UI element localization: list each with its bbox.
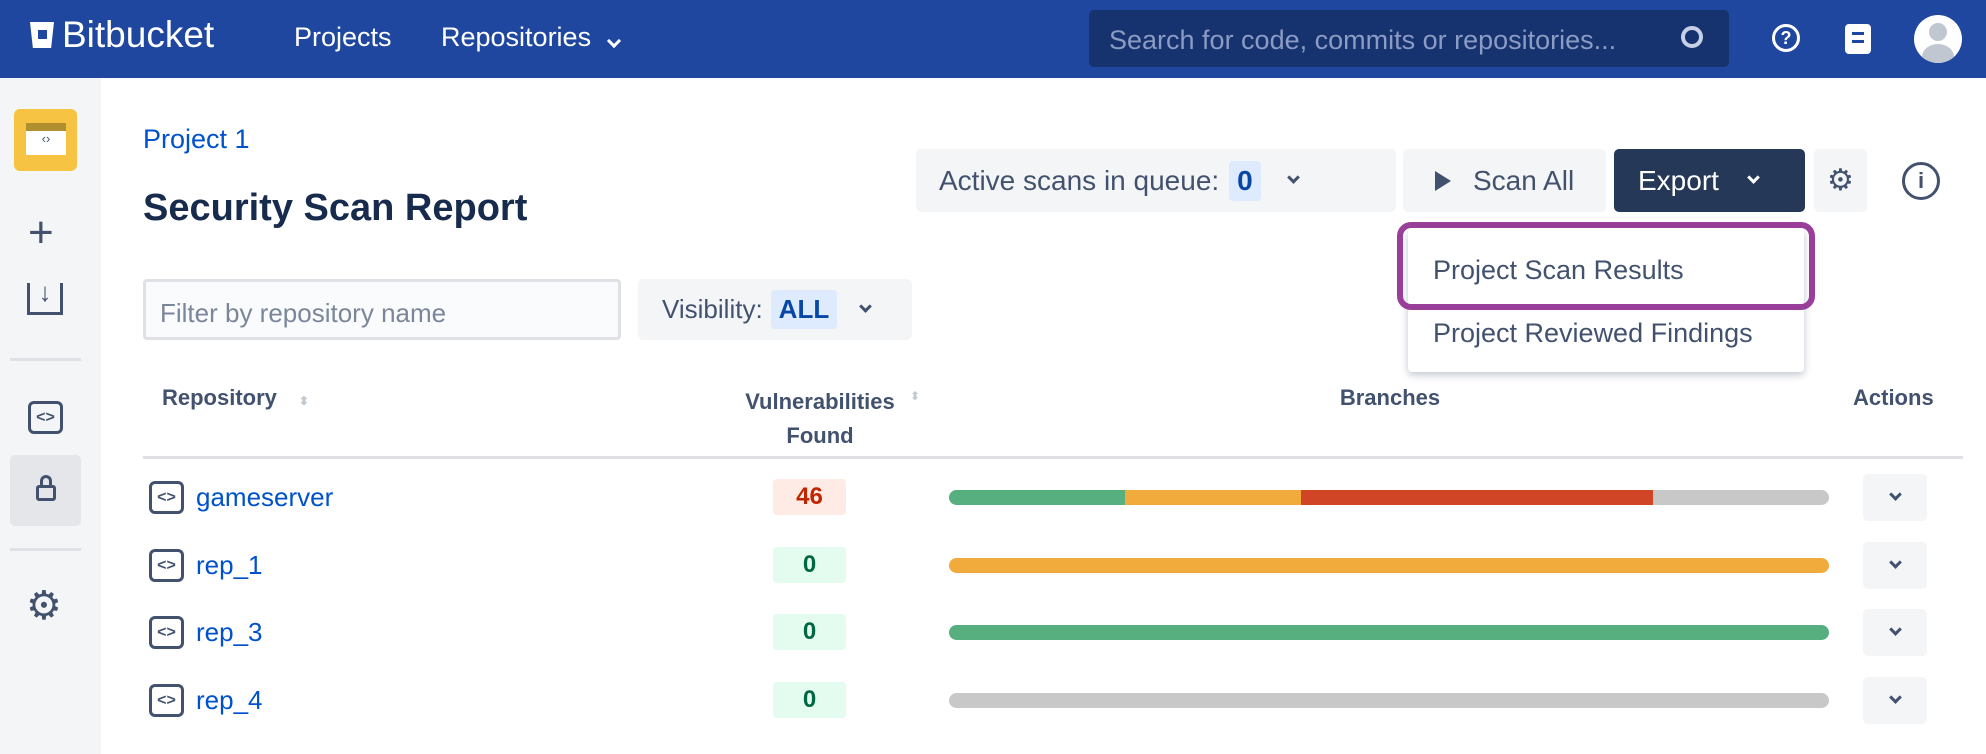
chevron-down-icon xyxy=(1888,488,1902,501)
code-icon[interactable]: <> xyxy=(28,401,63,434)
chevron-down-icon xyxy=(1747,171,1760,184)
visibility-value: ALL xyxy=(770,290,838,329)
branches-bar xyxy=(949,558,1829,573)
menu-item-project-scan-results[interactable]: Project Scan Results xyxy=(1433,255,1684,285)
download-icon[interactable]: ↓ xyxy=(27,279,63,315)
sidebar-divider xyxy=(10,358,81,361)
search-icon[interactable] xyxy=(1681,26,1703,48)
chevron-down-icon xyxy=(1888,691,1902,704)
branch-status-segment xyxy=(949,625,1829,640)
play-icon xyxy=(1435,170,1451,191)
chevron-down-icon xyxy=(606,33,621,49)
notes-icon[interactable] xyxy=(1845,24,1871,54)
user-avatar[interactable] xyxy=(1914,15,1962,63)
row-actions-button[interactable] xyxy=(1863,677,1927,724)
branch-status-segment xyxy=(1653,490,1829,505)
repository-filter-input[interactable]: Filter by repository name xyxy=(143,279,621,340)
gear-icon: ⚙ xyxy=(1827,164,1854,197)
table-header-divider xyxy=(143,456,1963,459)
settings-gear-icon[interactable]: ⚙ xyxy=(26,584,62,628)
visibility-dropdown[interactable]: Visibility: ALL xyxy=(638,279,912,340)
vuln-header-line2: Found xyxy=(786,423,854,448)
branches-bar xyxy=(949,625,1829,640)
page-title: Security Scan Report xyxy=(143,187,528,229)
export-label: Export xyxy=(1638,164,1719,196)
filter-placeholder: Filter by repository name xyxy=(160,298,447,328)
create-plus-icon[interactable]: + xyxy=(28,208,54,257)
vuln-header-line1: Vulnerabilities xyxy=(745,389,895,414)
export-dropdown-menu: Project Scan Results Project Reviewed Fi… xyxy=(1408,228,1804,372)
nav-projects[interactable]: Projects xyxy=(294,22,392,52)
project-avatar-icon[interactable]: ‹› xyxy=(14,109,77,171)
nav-repositories[interactable]: Repositories xyxy=(441,22,621,53)
repository-header-label: Repository xyxy=(162,385,277,410)
vulnerability-count-badge: 0 xyxy=(773,547,846,583)
visibility-label: Visibility: xyxy=(662,294,763,324)
repository-icon: <> xyxy=(149,684,184,717)
repository-link[interactable]: rep_1 xyxy=(196,550,263,580)
sidebar-divider xyxy=(10,548,81,551)
active-scans-dropdown[interactable]: Active scans in queue: 0 xyxy=(916,149,1396,212)
menu-item-project-reviewed-findings[interactable]: Project Reviewed Findings xyxy=(1433,318,1753,348)
chevron-down-icon xyxy=(1888,556,1902,569)
help-icon[interactable]: ? xyxy=(1772,24,1800,52)
bitbucket-logo-icon[interactable] xyxy=(30,22,54,48)
column-header-actions: Actions xyxy=(1853,385,1934,410)
branch-status-segment xyxy=(949,693,1829,708)
column-header-repository[interactable]: Repository ⬍ xyxy=(162,385,309,411)
brand-name[interactable]: Bitbucket xyxy=(62,14,215,55)
scan-all-label: Scan All xyxy=(1473,164,1575,196)
vulnerability-count-badge: 46 xyxy=(773,479,846,515)
column-header-branches: Branches xyxy=(1339,385,1441,410)
branches-bar xyxy=(949,490,1829,505)
search-input[interactable]: Search for code, commits or repositories… xyxy=(1089,10,1729,67)
row-actions-button[interactable] xyxy=(1863,474,1927,521)
top-navigation: Bitbucket Projects Repositories Search f… xyxy=(0,0,1986,78)
vulnerability-count-badge: 0 xyxy=(773,682,846,718)
active-scans-count: 0 xyxy=(1229,160,1261,201)
breadcrumb[interactable]: Project 1 xyxy=(143,124,250,154)
sidebar: ‹› + ↓ <> ⚙ xyxy=(0,78,101,754)
chevron-down-icon xyxy=(1286,171,1300,184)
nav-repositories-label: Repositories xyxy=(441,22,592,52)
export-button[interactable]: Export xyxy=(1614,149,1805,212)
scan-all-button[interactable]: Scan All xyxy=(1403,149,1606,212)
active-scans-label: Active scans in queue: xyxy=(939,164,1220,196)
row-actions-button[interactable] xyxy=(1863,609,1927,656)
branch-status-segment xyxy=(1301,490,1653,505)
repository-link[interactable]: rep_3 xyxy=(196,617,263,647)
highlight-annotation xyxy=(1397,222,1815,310)
repository-link[interactable]: rep_4 xyxy=(196,685,263,715)
branches-bar xyxy=(949,693,1829,708)
repository-icon: <> xyxy=(149,616,184,649)
row-actions-button[interactable] xyxy=(1863,542,1927,589)
column-header-vulnerabilities[interactable]: Vulnerabilities Found xyxy=(730,385,910,453)
branch-status-segment xyxy=(949,490,1125,505)
branch-status-segment xyxy=(949,558,1829,573)
info-icon[interactable]: i xyxy=(1902,162,1940,200)
sort-icon[interactable]: ⬍ xyxy=(910,389,921,403)
settings-button[interactable]: ⚙ xyxy=(1814,149,1867,212)
vulnerability-count-badge: 0 xyxy=(773,614,846,650)
branch-status-segment xyxy=(1125,490,1301,505)
repository-icon: <> xyxy=(149,549,184,582)
repository-link[interactable]: gameserver xyxy=(196,482,334,512)
security-nav-selected[interactable] xyxy=(10,455,81,526)
chevron-down-icon xyxy=(859,300,873,313)
search-placeholder: Search for code, commits or repositories… xyxy=(1109,25,1617,55)
repository-icon: <> xyxy=(149,481,184,514)
sort-icon: ⬍ xyxy=(298,394,309,408)
chevron-down-icon xyxy=(1888,623,1902,636)
